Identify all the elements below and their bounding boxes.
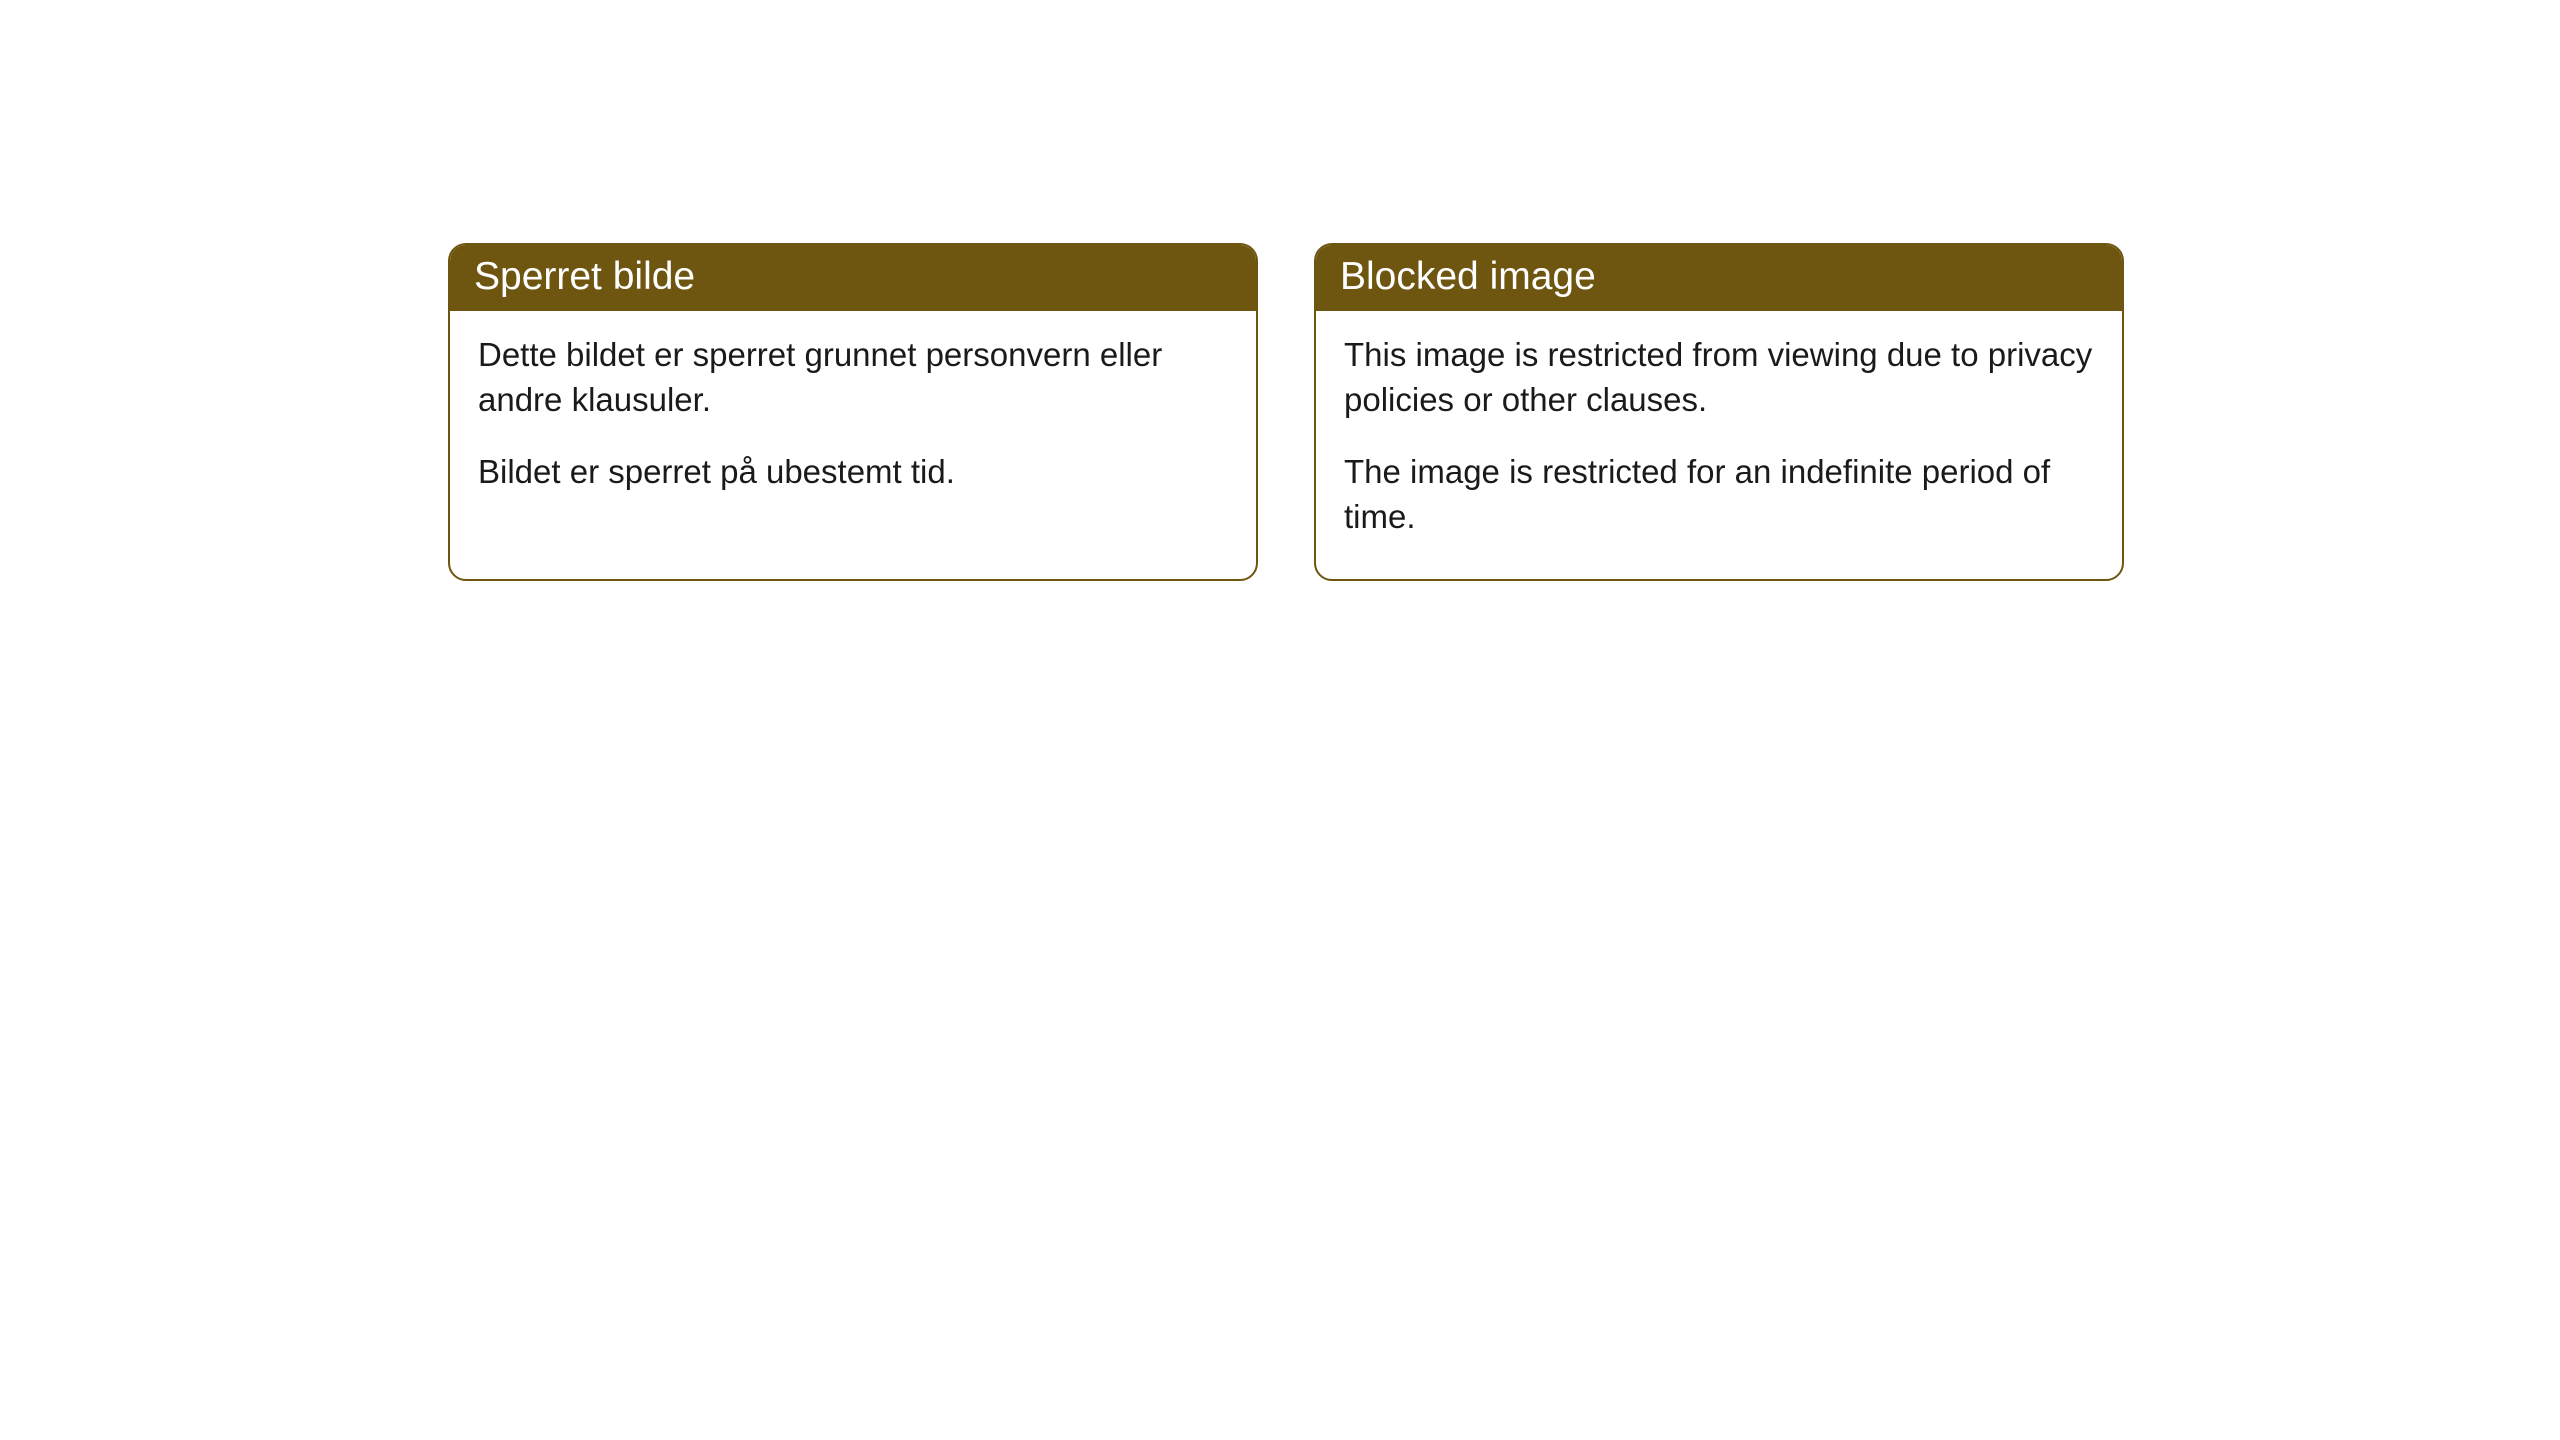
- card-paragraph: Dette bildet er sperret grunnet personve…: [478, 333, 1228, 422]
- card-body: This image is restricted from viewing du…: [1316, 311, 2122, 579]
- card-paragraph: This image is restricted from viewing du…: [1344, 333, 2094, 422]
- cards-container: Sperret bilde Dette bildet er sperret gr…: [0, 0, 2560, 581]
- card-paragraph: The image is restricted for an indefinit…: [1344, 450, 2094, 539]
- blocked-image-card-english: Blocked image This image is restricted f…: [1314, 243, 2124, 581]
- card-paragraph: Bildet er sperret på ubestemt tid.: [478, 450, 1228, 495]
- card-body: Dette bildet er sperret grunnet personve…: [450, 311, 1256, 535]
- card-header: Blocked image: [1316, 245, 2122, 311]
- blocked-image-card-norwegian: Sperret bilde Dette bildet er sperret gr…: [448, 243, 1258, 581]
- card-header: Sperret bilde: [450, 245, 1256, 311]
